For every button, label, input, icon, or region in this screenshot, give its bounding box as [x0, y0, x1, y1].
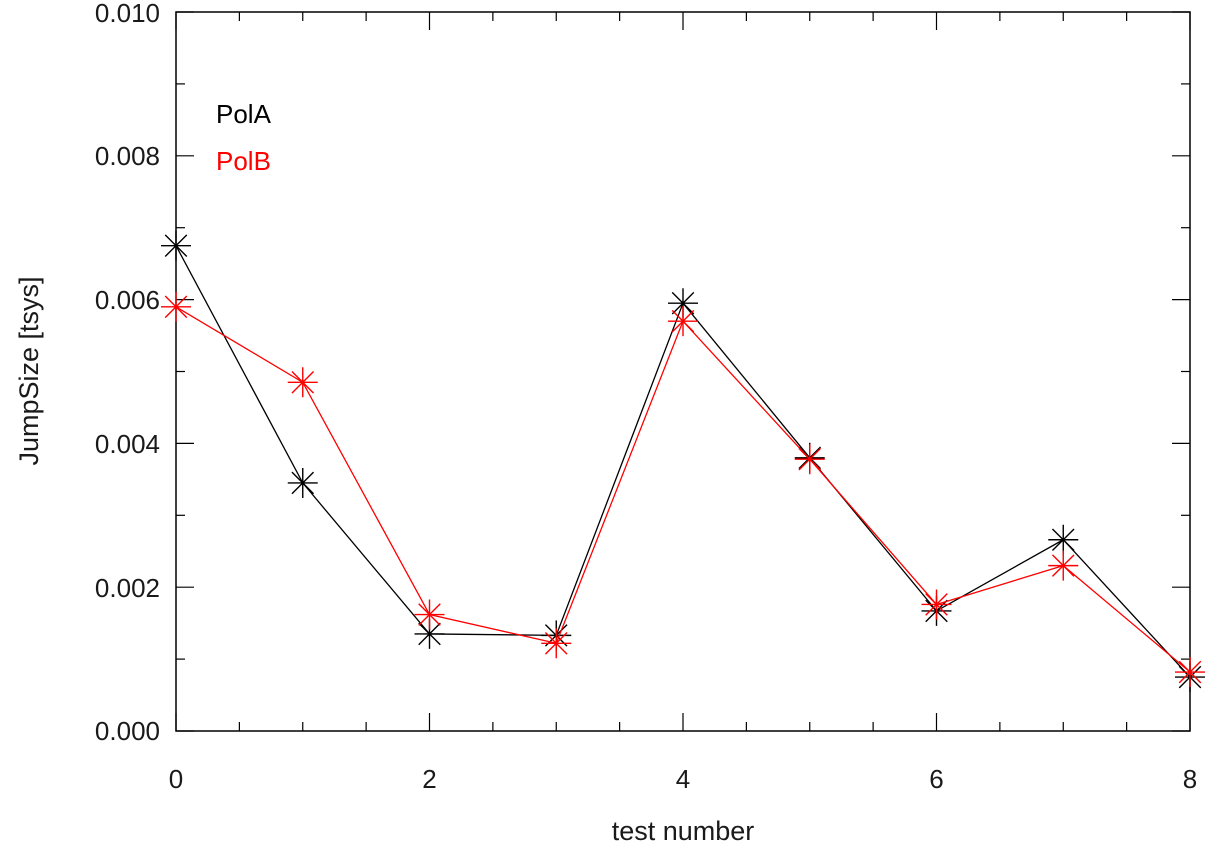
data-point-marker [668, 288, 698, 319]
y-axis-title: JumpSize [tsys] [14, 276, 44, 465]
x-tick-label: 6 [929, 764, 943, 794]
data-point-marker [1175, 657, 1205, 688]
data-point-marker [794, 444, 825, 475]
data-point-marker [668, 306, 698, 337]
legend: PolA PolB [216, 99, 272, 176]
series-polb [161, 291, 1205, 688]
y-tick-label: 0.002 [95, 573, 160, 603]
x-tick-label: 4 [676, 764, 690, 794]
axis-ticks [175, 11, 1191, 732]
y-tick-label: 0.010 [95, 0, 160, 28]
x-tick-label: 0 [169, 764, 183, 794]
data-point-marker [161, 291, 191, 322]
series-pola [161, 230, 1205, 693]
data-point-marker [541, 628, 572, 659]
x-tick-labels: 0 2 4 6 8 [169, 764, 1197, 794]
y-tick-label: 0.006 [95, 285, 160, 315]
legend-entry-polb: PolB [216, 146, 271, 176]
data-point-marker [921, 589, 952, 620]
data-point-marker [1048, 550, 1079, 581]
data-point-marker [414, 599, 445, 630]
x-tick-label: 8 [1183, 764, 1197, 794]
x-tick-label: 2 [422, 764, 436, 794]
y-tick-labels: 0.000 0.002 0.004 0.006 0.008 0.010 [95, 0, 160, 746]
data-point-marker [287, 467, 318, 498]
y-tick-label: 0.008 [95, 141, 160, 171]
data-point-marker [414, 618, 445, 649]
y-tick-label: 0.004 [95, 429, 160, 459]
x-axis-title: test number [612, 816, 755, 846]
data-point-marker [1048, 524, 1079, 555]
series-line [175, 306, 1191, 673]
data-point-marker [161, 230, 191, 261]
legend-entry-pola: PolA [216, 99, 272, 129]
data-point-marker [287, 367, 318, 398]
series-layer [161, 230, 1205, 693]
y-tick-label: 0.000 [95, 716, 160, 746]
plot-frame [175, 11, 1191, 732]
